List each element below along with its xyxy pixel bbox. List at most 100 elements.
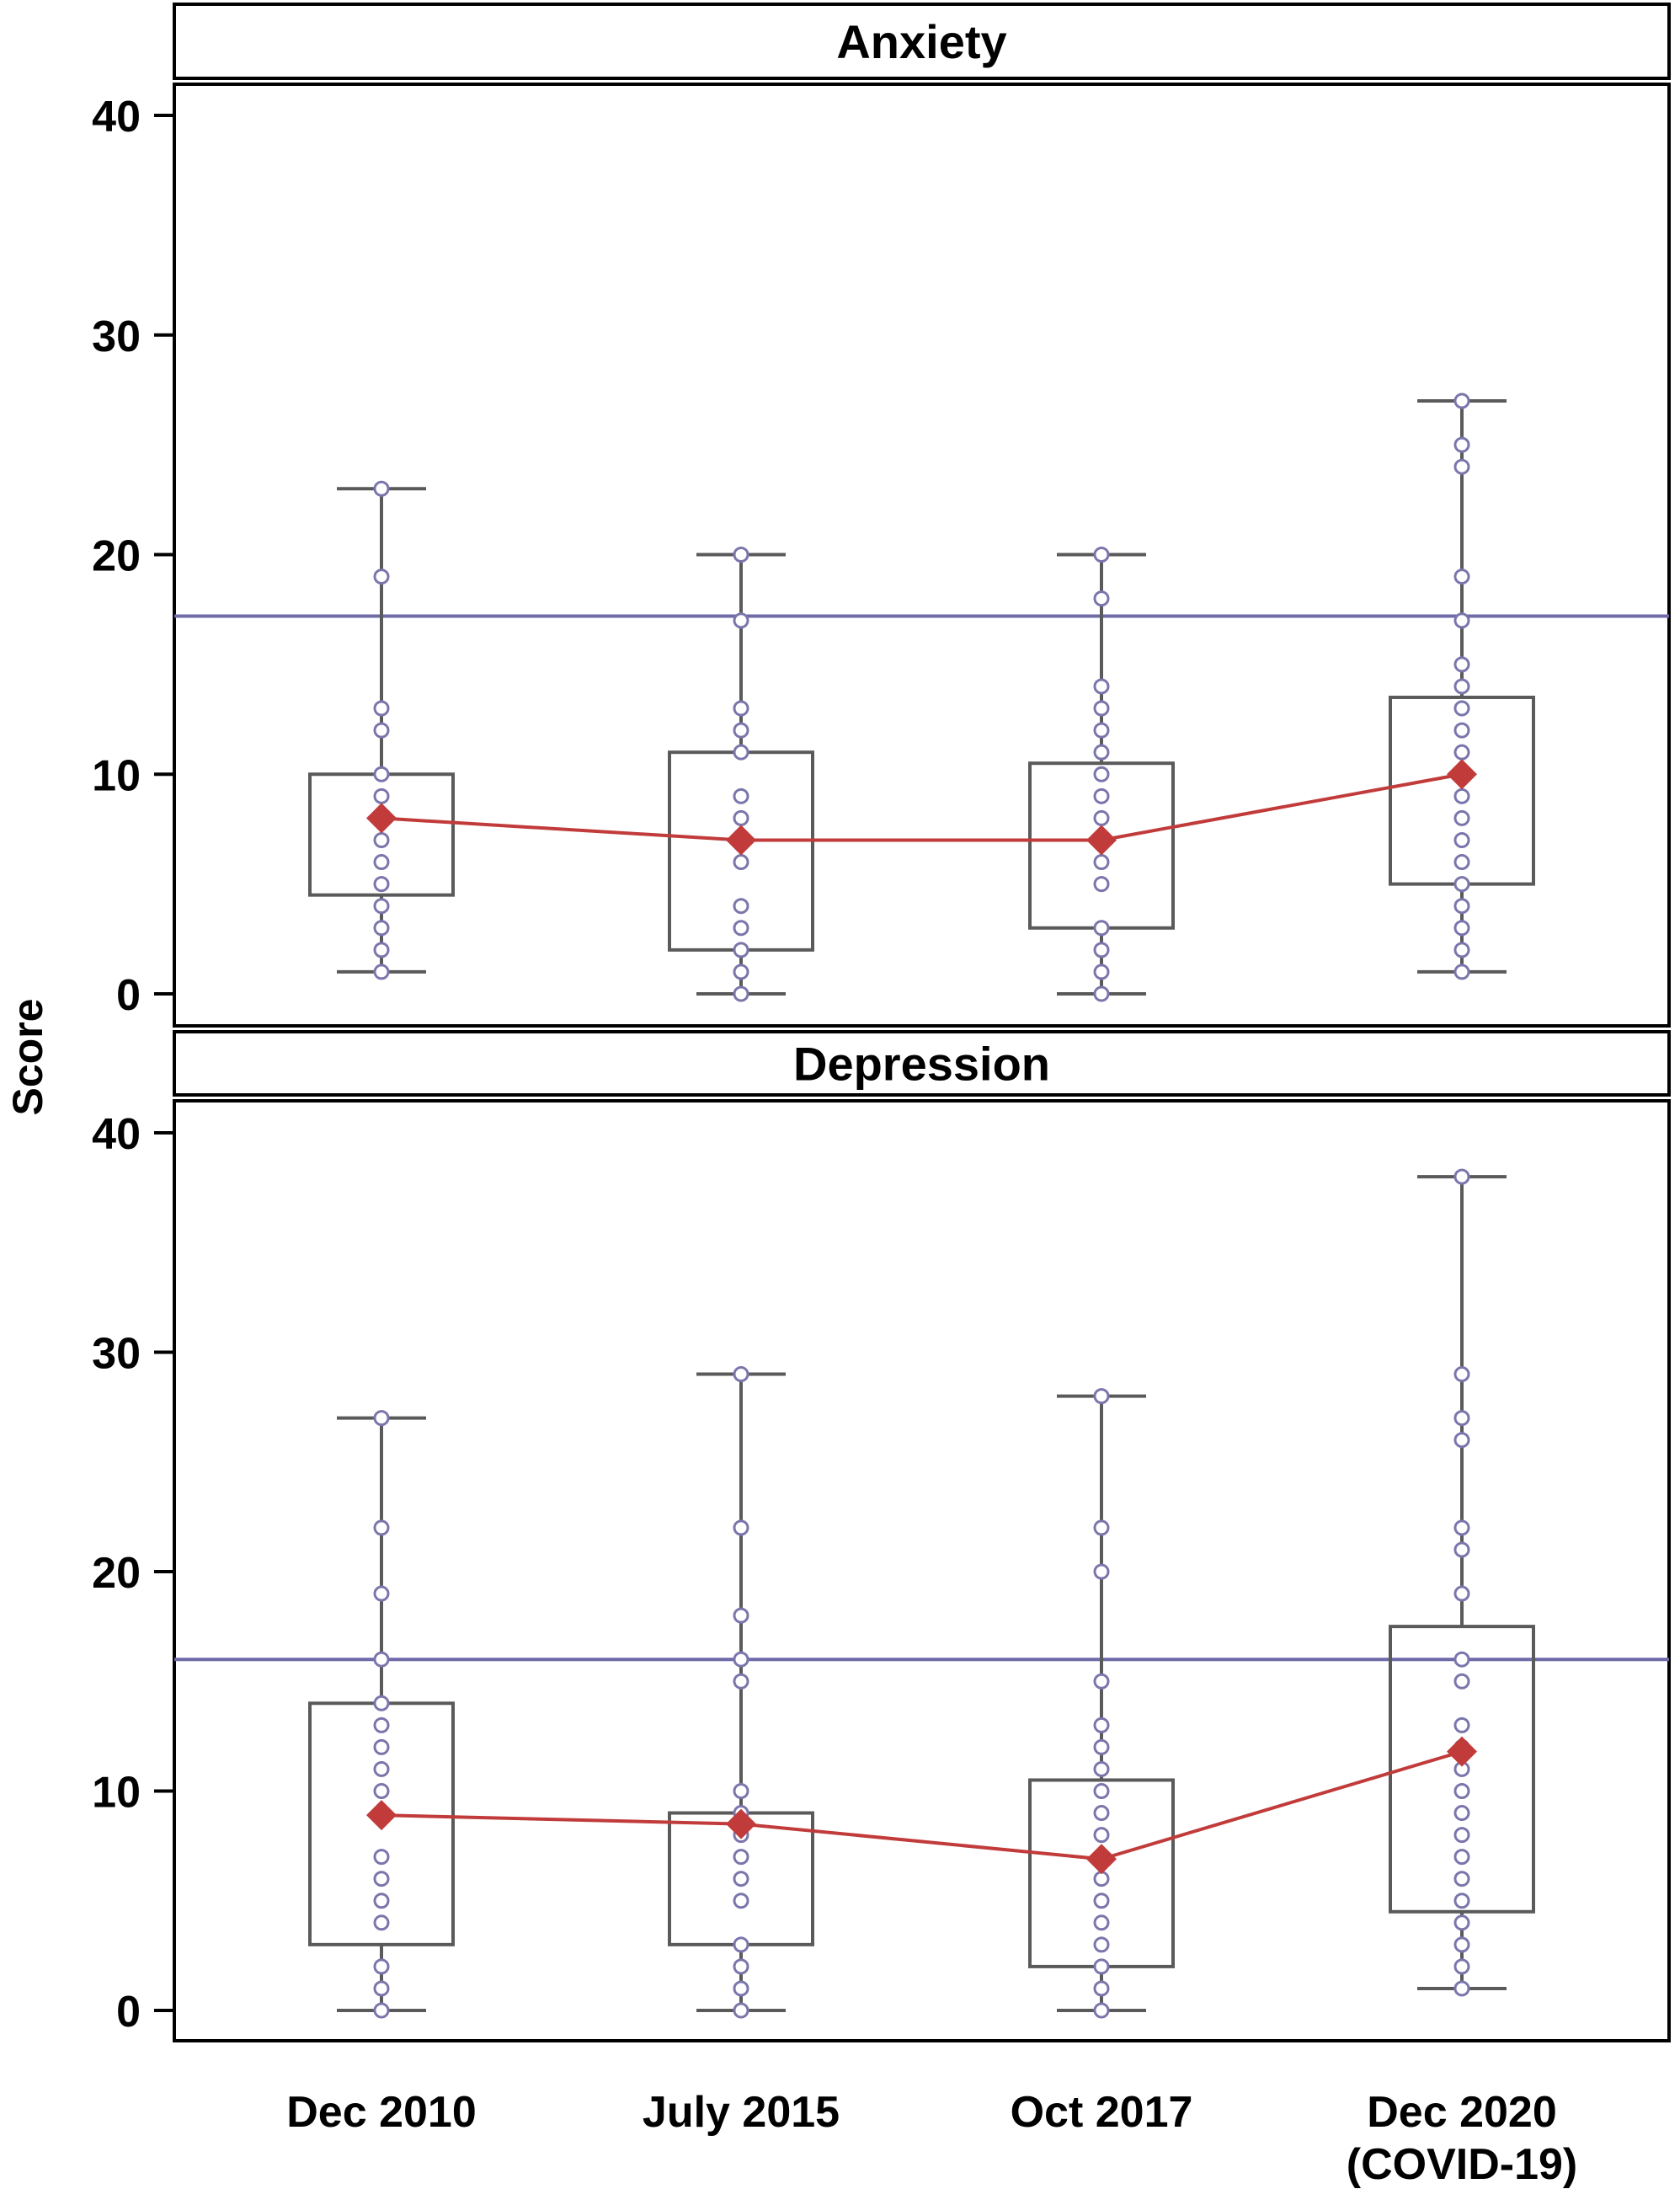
data-point-depression-1-5 — [733, 1871, 749, 1887]
data-point-depression-0-10 — [373, 1738, 390, 1755]
data-point-depression-3-2 — [1453, 1936, 1470, 1953]
data-point-depression-0-9 — [373, 1760, 390, 1777]
data-point-anxiety-1-10 — [733, 722, 749, 739]
data-point-depression-1-3 — [733, 1936, 749, 1953]
data-point-depression-1-14 — [733, 1366, 749, 1383]
mean-marker-anxiety-0 — [366, 803, 397, 834]
data-point-anxiety-1-9 — [733, 744, 749, 761]
data-point-depression-0-15 — [373, 1519, 390, 1536]
x-tick-label-1: July 2015 — [643, 2088, 840, 2137]
panel-title-strip-anxiety — [173, 3, 1671, 80]
data-point-depression-1-2 — [733, 1958, 749, 1975]
panel-title-strip-depression — [173, 1030, 1671, 1097]
data-point-anxiety-1-12 — [733, 612, 749, 629]
data-point-anxiety-1-4 — [733, 898, 749, 915]
data-point-depression-2-15 — [1093, 1563, 1110, 1580]
data-point-anxiety-2-4 — [1093, 876, 1110, 893]
data-point-anxiety-2-15 — [1093, 547, 1110, 563]
mean-line-depression — [381, 1749, 1463, 1861]
data-point-depression-2-16 — [1093, 1519, 1110, 1536]
data-point-depression-0-12 — [373, 1695, 390, 1711]
data-point-anxiety-3-15 — [1453, 612, 1470, 629]
data-point-depression-3-18 — [1453, 1432, 1470, 1449]
data-point-anxiety-3-17 — [1453, 458, 1470, 475]
mean-marker-depression-3 — [1447, 1736, 1477, 1767]
data-point-depression-0-2 — [373, 1958, 390, 1975]
data-point-anxiety-2-7 — [1093, 809, 1110, 826]
data-point-anxiety-0-3 — [373, 898, 390, 915]
data-point-anxiety-0-4 — [373, 876, 390, 893]
x-tick-label-3-line-1: (COVID-19) — [1347, 2140, 1577, 2189]
mean-line-anxiety — [381, 772, 1463, 842]
data-point-depression-0-14 — [373, 1585, 390, 1602]
data-point-anxiety-2-0 — [1093, 985, 1110, 1002]
data-point-depression-2-11 — [1093, 1760, 1110, 1777]
data-point-depression-3-4 — [1453, 1893, 1470, 1909]
data-point-depression-0-1 — [373, 1980, 390, 1997]
data-point-depression-1-4 — [733, 1893, 749, 1909]
data-point-anxiety-3-5 — [1453, 854, 1470, 871]
y-tick-label-anxiety-30: 30 — [92, 312, 141, 361]
data-point-depression-1-1 — [733, 1980, 749, 1997]
data-point-anxiety-0-13 — [373, 480, 390, 497]
y-tick-label-depression-40: 40 — [92, 1110, 141, 1159]
x-tick-label-0: Dec 2010 — [286, 2088, 477, 2137]
data-point-depression-2-13 — [1093, 1716, 1110, 1733]
data-point-depression-3-1 — [1453, 1958, 1470, 1975]
mean-marker-depression-0 — [366, 1800, 397, 1831]
data-point-depression-3-3 — [1453, 1914, 1470, 1931]
data-point-depression-0-8 — [373, 1783, 390, 1799]
data-point-depression-3-14 — [1453, 1651, 1470, 1668]
y-tick-label-depression-10: 10 — [92, 1769, 141, 1818]
data-point-depression-2-4 — [1093, 1914, 1110, 1931]
data-point-anxiety-0-8 — [373, 788, 390, 804]
data-point-depression-2-3 — [1093, 1936, 1110, 1953]
data-point-depression-0-11 — [373, 1716, 390, 1733]
data-point-depression-3-7 — [1453, 1827, 1470, 1844]
data-point-anxiety-0-1 — [373, 942, 390, 958]
data-point-depression-2-0 — [1093, 2002, 1110, 2019]
data-point-depression-0-13 — [373, 1651, 390, 1668]
data-point-depression-1-13 — [733, 1519, 749, 1536]
data-point-anxiety-2-12 — [1093, 700, 1110, 717]
data-point-depression-2-8 — [1093, 1827, 1110, 1844]
data-point-depression-3-21 — [1453, 1168, 1470, 1185]
data-point-depression-3-0 — [1453, 1980, 1470, 1997]
mean-marker-depression-2 — [1086, 1844, 1117, 1875]
data-point-anxiety-0-5 — [373, 854, 390, 871]
panel-title-anxiety: Anxiety — [836, 15, 1006, 68]
data-point-anxiety-2-5 — [1093, 854, 1110, 871]
data-point-depression-2-1 — [1093, 1980, 1110, 1997]
panel-title-depression: Depression — [793, 1038, 1050, 1091]
data-point-anxiety-1-11 — [733, 700, 749, 717]
data-point-anxiety-1-13 — [733, 547, 749, 563]
data-point-depression-0-0 — [373, 2002, 390, 2019]
data-point-depression-3-17 — [1453, 1519, 1470, 1536]
data-point-anxiety-2-14 — [1093, 590, 1110, 607]
data-point-anxiety-3-8 — [1453, 788, 1470, 804]
data-point-anxiety-0-6 — [373, 831, 390, 848]
data-point-anxiety-3-11 — [1453, 722, 1470, 739]
x-tick-label-3-line-0: Dec 2020 — [1367, 2088, 1557, 2137]
data-point-depression-1-0 — [733, 2002, 749, 2019]
data-point-depression-3-16 — [1453, 1541, 1470, 1558]
plot-frame-depression — [173, 1099, 1671, 2042]
data-point-anxiety-0-0 — [373, 964, 390, 980]
data-point-depression-1-6 — [733, 1849, 749, 1866]
data-point-anxiety-1-2 — [733, 942, 749, 958]
data-point-depression-2-5 — [1093, 1893, 1110, 1909]
mean-marker-depression-1 — [726, 1808, 756, 1839]
data-point-anxiety-1-1 — [733, 964, 749, 980]
data-point-depression-3-9 — [1453, 1783, 1470, 1799]
data-point-anxiety-3-0 — [1453, 964, 1470, 980]
data-point-depression-3-13 — [1453, 1673, 1470, 1690]
data-point-anxiety-1-5 — [733, 854, 749, 871]
data-point-depression-3-20 — [1453, 1366, 1470, 1383]
data-point-anxiety-3-14 — [1453, 656, 1470, 673]
data-point-anxiety-0-11 — [373, 700, 390, 717]
data-point-anxiety-2-2 — [1093, 942, 1110, 958]
data-point-depression-2-9 — [1093, 1805, 1110, 1822]
data-point-anxiety-3-18 — [1453, 436, 1470, 453]
data-point-anxiety-3-4 — [1453, 876, 1470, 893]
